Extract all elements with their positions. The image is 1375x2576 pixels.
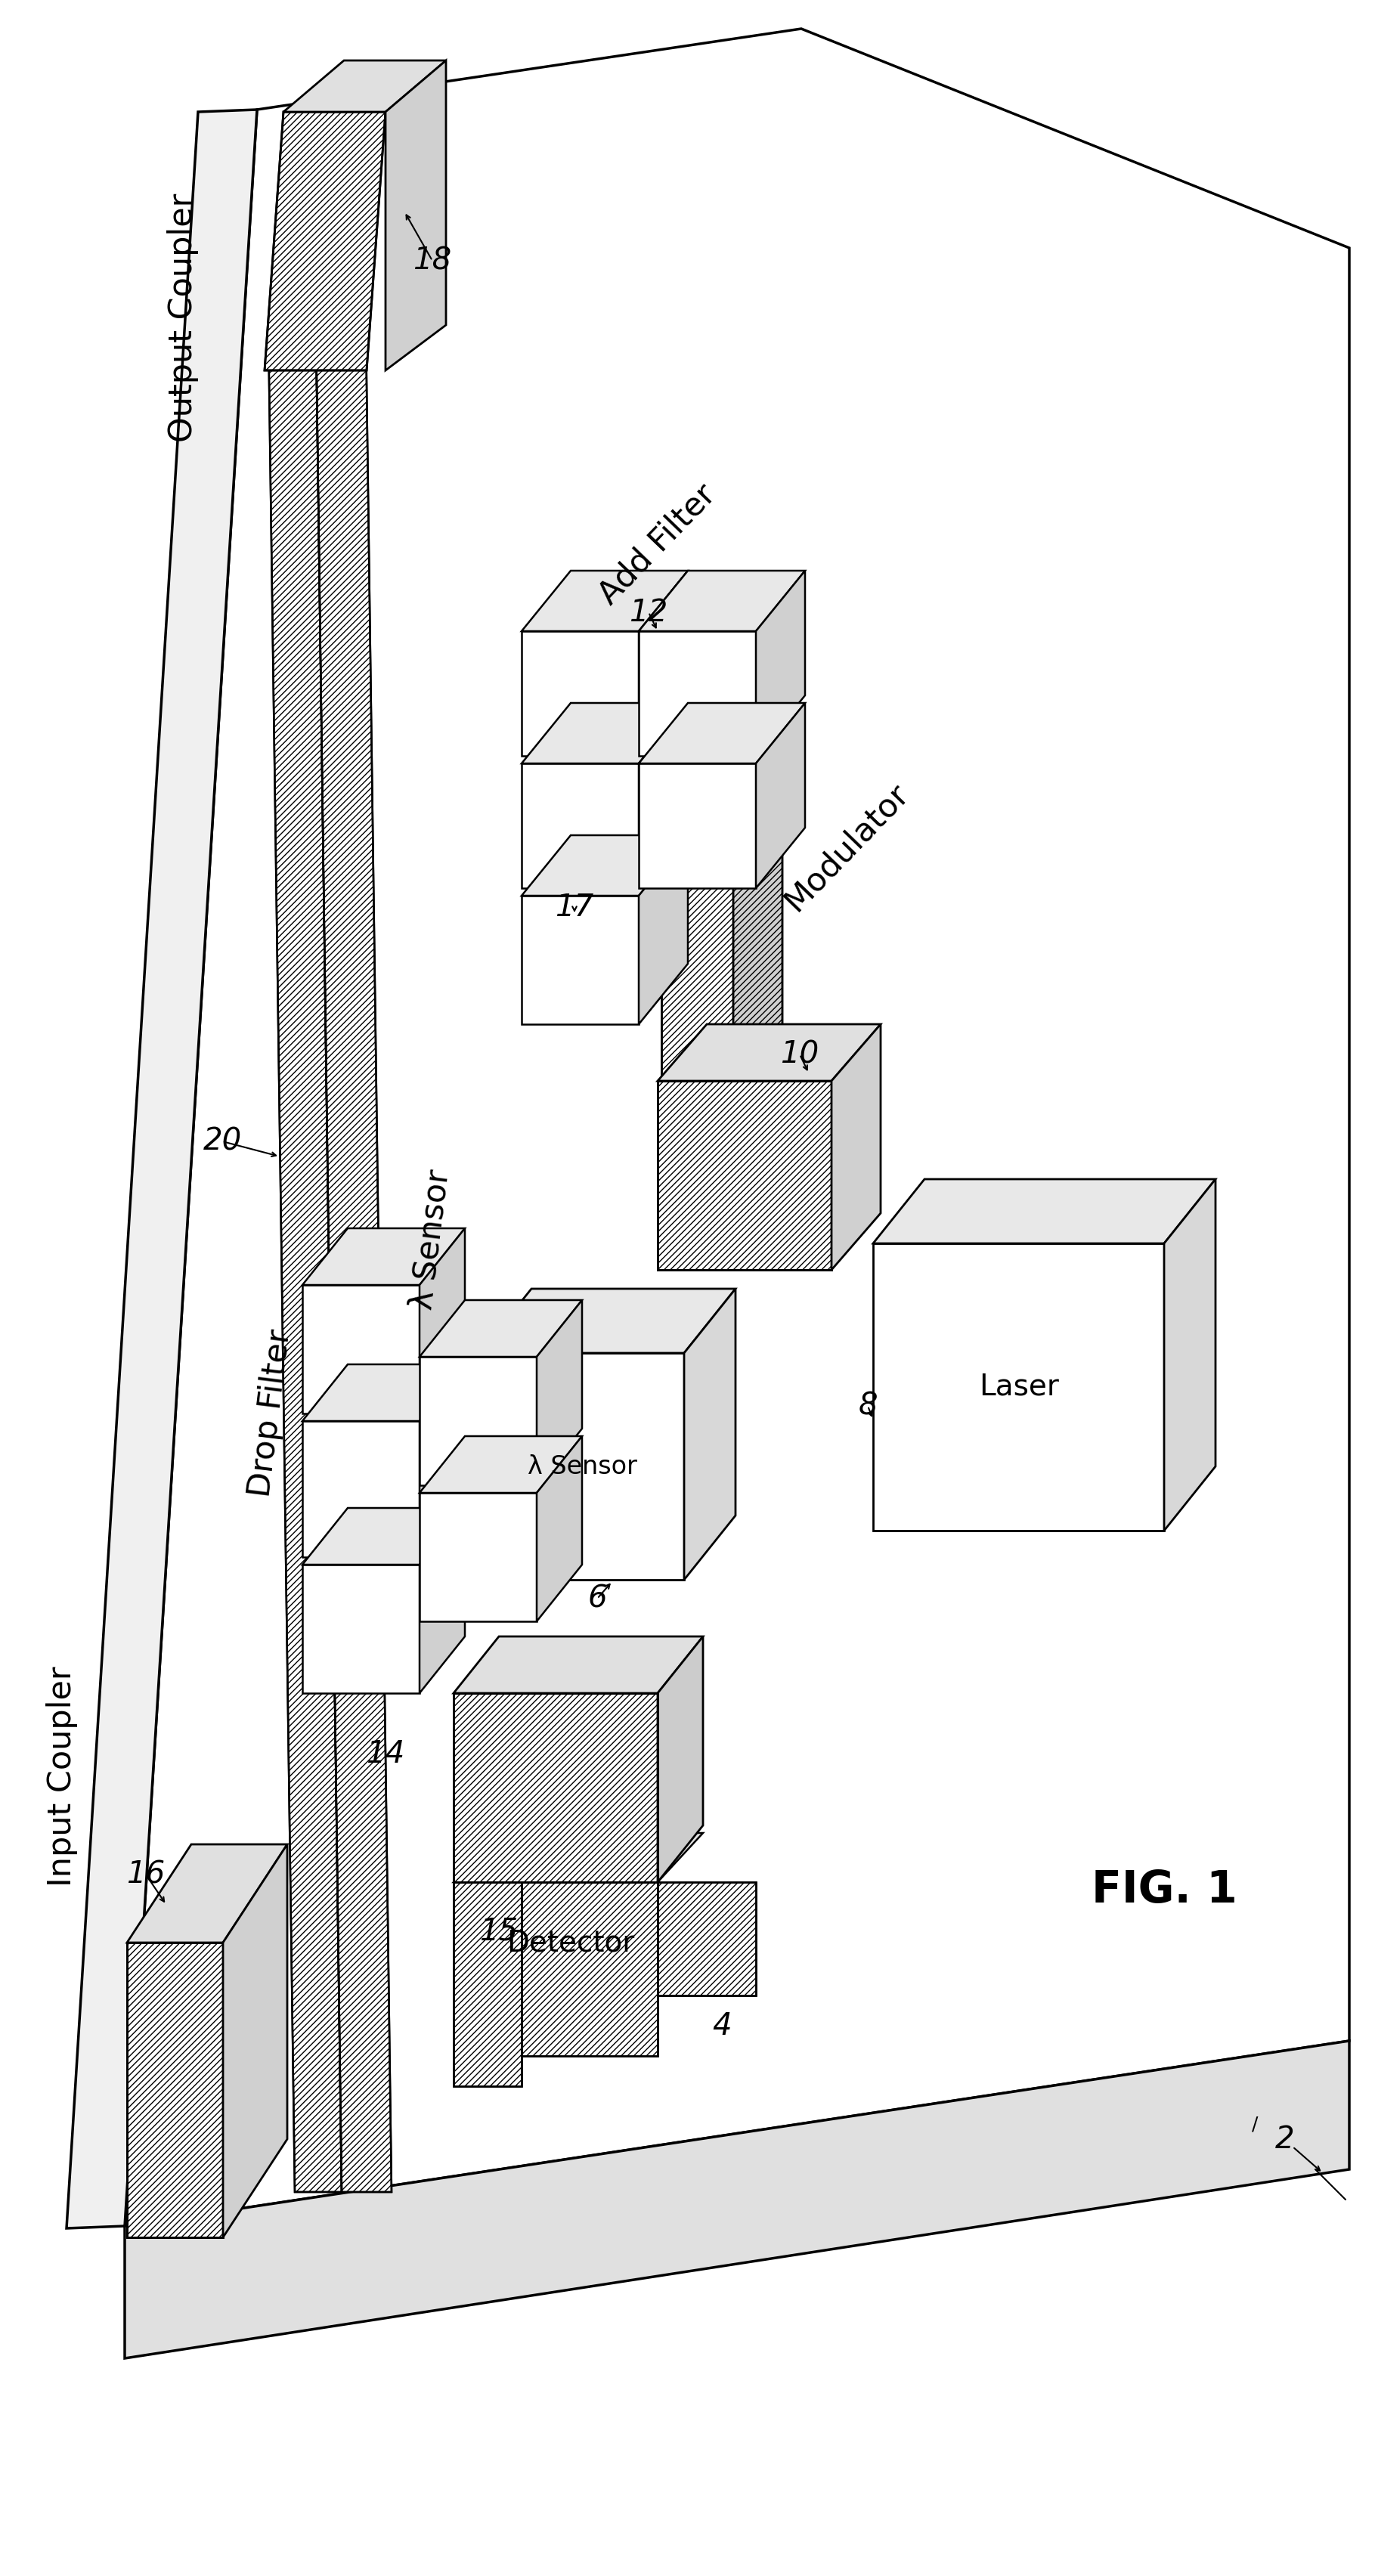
Polygon shape	[419, 1229, 465, 1414]
Polygon shape	[454, 1636, 703, 1692]
Text: 18: 18	[412, 247, 452, 276]
Text: 2: 2	[1276, 2125, 1295, 2154]
Text: 20: 20	[204, 1126, 242, 1157]
Polygon shape	[126, 1844, 287, 1942]
Polygon shape	[521, 835, 688, 896]
Polygon shape	[223, 1844, 287, 2239]
Text: λ Sensor: λ Sensor	[407, 1167, 455, 1311]
Text: /: /	[1251, 2115, 1258, 2133]
Polygon shape	[657, 1636, 703, 1883]
Polygon shape	[302, 1285, 419, 1414]
Polygon shape	[873, 1180, 1216, 1244]
Polygon shape	[302, 1564, 419, 1692]
Polygon shape	[873, 1244, 1165, 1530]
Polygon shape	[419, 1494, 536, 1620]
Polygon shape	[454, 1834, 703, 1883]
Text: FIG. 1: FIG. 1	[1092, 1868, 1238, 1911]
Text: Add Filter: Add Filter	[593, 479, 722, 611]
Polygon shape	[536, 1437, 582, 1620]
Polygon shape	[832, 1025, 880, 1270]
Text: 17: 17	[556, 891, 594, 922]
Polygon shape	[639, 703, 804, 762]
Polygon shape	[521, 631, 639, 755]
Polygon shape	[521, 572, 688, 631]
Polygon shape	[419, 1365, 465, 1556]
Polygon shape	[480, 1352, 685, 1579]
Polygon shape	[454, 1692, 657, 1883]
Text: 4: 4	[712, 2012, 732, 2040]
Polygon shape	[419, 1358, 536, 1486]
Text: 12: 12	[630, 598, 668, 626]
Polygon shape	[733, 574, 782, 1082]
Polygon shape	[661, 574, 782, 623]
Polygon shape	[639, 572, 688, 755]
Polygon shape	[521, 762, 639, 889]
Text: 16: 16	[126, 1860, 165, 1888]
Text: Modulator: Modulator	[778, 775, 914, 917]
Polygon shape	[454, 1883, 521, 2087]
Polygon shape	[316, 330, 392, 2192]
Text: λ Sensor: λ Sensor	[527, 1453, 637, 1479]
Polygon shape	[419, 1437, 582, 1494]
Polygon shape	[125, 28, 1349, 2226]
Polygon shape	[661, 623, 733, 1082]
Polygon shape	[1165, 1180, 1216, 1530]
Polygon shape	[125, 2040, 1349, 2357]
Text: 15: 15	[480, 1917, 518, 1945]
Polygon shape	[419, 1507, 465, 1692]
Polygon shape	[756, 703, 804, 889]
Polygon shape	[302, 1365, 465, 1422]
Polygon shape	[419, 1301, 582, 1358]
Polygon shape	[657, 1025, 880, 1082]
Polygon shape	[283, 59, 446, 111]
Polygon shape	[385, 59, 446, 371]
Polygon shape	[480, 1288, 736, 1352]
Polygon shape	[639, 703, 688, 889]
Polygon shape	[302, 1507, 465, 1564]
Polygon shape	[302, 1229, 465, 1285]
Text: Laser: Laser	[979, 1373, 1059, 1401]
Polygon shape	[639, 572, 804, 631]
Polygon shape	[302, 1422, 419, 1556]
Text: 14: 14	[366, 1739, 404, 1767]
Polygon shape	[639, 762, 756, 889]
Text: 6: 6	[587, 1584, 606, 1613]
Polygon shape	[268, 330, 341, 2192]
Text: 8: 8	[858, 1391, 877, 1419]
Polygon shape	[639, 631, 756, 755]
Text: Detector: Detector	[507, 1929, 635, 1958]
Text: 10: 10	[781, 1041, 820, 1069]
Text: Output Coupler: Output Coupler	[166, 193, 199, 443]
Polygon shape	[521, 1883, 657, 2056]
Polygon shape	[521, 896, 639, 1025]
Polygon shape	[756, 572, 804, 755]
Polygon shape	[657, 1082, 832, 1270]
Polygon shape	[657, 1883, 756, 1996]
Polygon shape	[66, 111, 257, 2228]
Polygon shape	[126, 1942, 223, 2239]
Polygon shape	[521, 703, 688, 762]
Text: Drop Filter: Drop Filter	[245, 1327, 297, 1499]
Polygon shape	[536, 1301, 582, 1486]
Text: Input Coupler: Input Coupler	[47, 1667, 78, 1886]
Polygon shape	[264, 111, 385, 371]
Polygon shape	[685, 1288, 736, 1579]
Polygon shape	[639, 835, 688, 1025]
